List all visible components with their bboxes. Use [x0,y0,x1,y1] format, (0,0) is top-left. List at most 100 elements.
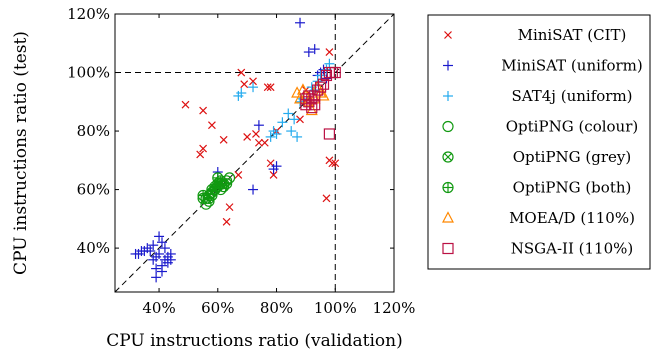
data-point [156,237,167,248]
marker-stroke [325,48,334,56]
marker-stroke [243,132,252,141]
data-point [165,254,176,265]
data-point [215,175,227,187]
legend-entry: SAT4j (uniform) [443,87,633,105]
data-point [320,69,333,82]
data-point [331,159,340,168]
marker-stroke [225,203,234,212]
data-point [148,240,159,251]
marker-shape [442,242,454,255]
legend-marker [444,31,452,39]
legend-marker [442,211,454,223]
data-point [323,128,335,140]
data-point [317,78,330,90]
y-tick-label: 80% [77,122,110,140]
data-point [269,171,278,179]
marker-ring [442,120,454,133]
y-tick-label: 60% [77,181,110,199]
data-point [314,81,327,93]
data-point [329,66,341,79]
x-tick-label: 60% [201,299,234,317]
marker-shape [329,66,341,79]
legend-marker [442,181,454,194]
data-point [236,88,247,99]
legend-entry: OptiPNG (grey) [442,148,632,166]
marker-shape [303,90,315,102]
data-point [306,93,318,105]
marker-shape [300,99,312,111]
marker-shape [306,102,318,114]
marker-stroke [196,150,205,159]
data-point [263,83,272,92]
series-5 [197,172,233,204]
data-point [289,114,300,125]
legend-label: MiniSAT (CIT) [518,26,627,44]
data-point [321,73,332,84]
data-point [309,90,321,102]
legend-label: MOEA/D (110%) [509,209,635,227]
y-tick-label: 40% [77,239,110,257]
data-point [197,189,209,202]
data-point [151,272,162,283]
y-tick-label: 120% [67,5,110,23]
data-point [260,138,269,147]
marker-shape [309,99,321,111]
marker-stroke [444,31,452,39]
legend-marker [443,60,453,71]
reference-lines [115,14,394,292]
data-point [303,96,315,108]
x-tick-label: 120% [373,299,416,317]
data-point [309,99,321,111]
legend-marker [442,242,454,255]
marker-shape [317,78,330,90]
y-axis-title: CPU instructions ratio (test) [11,31,31,275]
data-point [199,106,208,115]
data-point [207,121,216,130]
marker-stroke [199,106,208,115]
axes: 40% 60% 80% 100% 120% 40% 60% 80% 100% 120% CPU in… [11,5,415,351]
series-2 [233,58,335,142]
marker-stroke [322,194,331,203]
y-tick-label: 100% [67,64,110,82]
data-points [130,17,341,283]
marker-stroke [237,68,246,77]
marker-shape [323,128,335,140]
data-point [296,115,304,124]
data-point [253,120,264,131]
legend-entry: OptiPNG (colour) [442,118,638,136]
data-point [306,102,318,114]
data-point [328,159,337,168]
marker-stroke [296,115,304,124]
marker-stroke [234,171,243,179]
marker-stroke [269,171,278,179]
data-point [196,150,205,159]
marker-stroke [263,83,272,92]
marker-stroke [266,159,275,168]
series-7 [300,66,341,140]
marker-stroke [444,153,452,161]
marker-shape [314,81,327,93]
legend-label: OptiPNG (grey) [513,148,632,166]
marker-shape [300,93,312,105]
data-point [156,266,167,277]
legend-entry: NSGA-II (110%) [442,240,633,258]
data-point [325,48,334,56]
legend-label: OptiPNG (both) [513,179,632,197]
data-point [266,83,275,92]
data-point [151,263,162,274]
data-point [277,117,288,128]
data-point [249,77,257,86]
data-point [303,47,314,58]
marker-stroke [331,159,340,168]
x-tick-label: 40% [142,299,175,317]
plot-frame [114,13,395,293]
legend-marker [442,151,454,163]
legend-entry: MiniSAT (uniform) [443,57,643,75]
x-tick-label: 80% [260,299,293,317]
data-point [159,243,170,254]
data-point [300,99,312,111]
data-point [248,82,259,93]
legend-entry: OptiPNG (both) [442,179,632,197]
data-point [243,132,252,141]
data-point [271,161,282,172]
